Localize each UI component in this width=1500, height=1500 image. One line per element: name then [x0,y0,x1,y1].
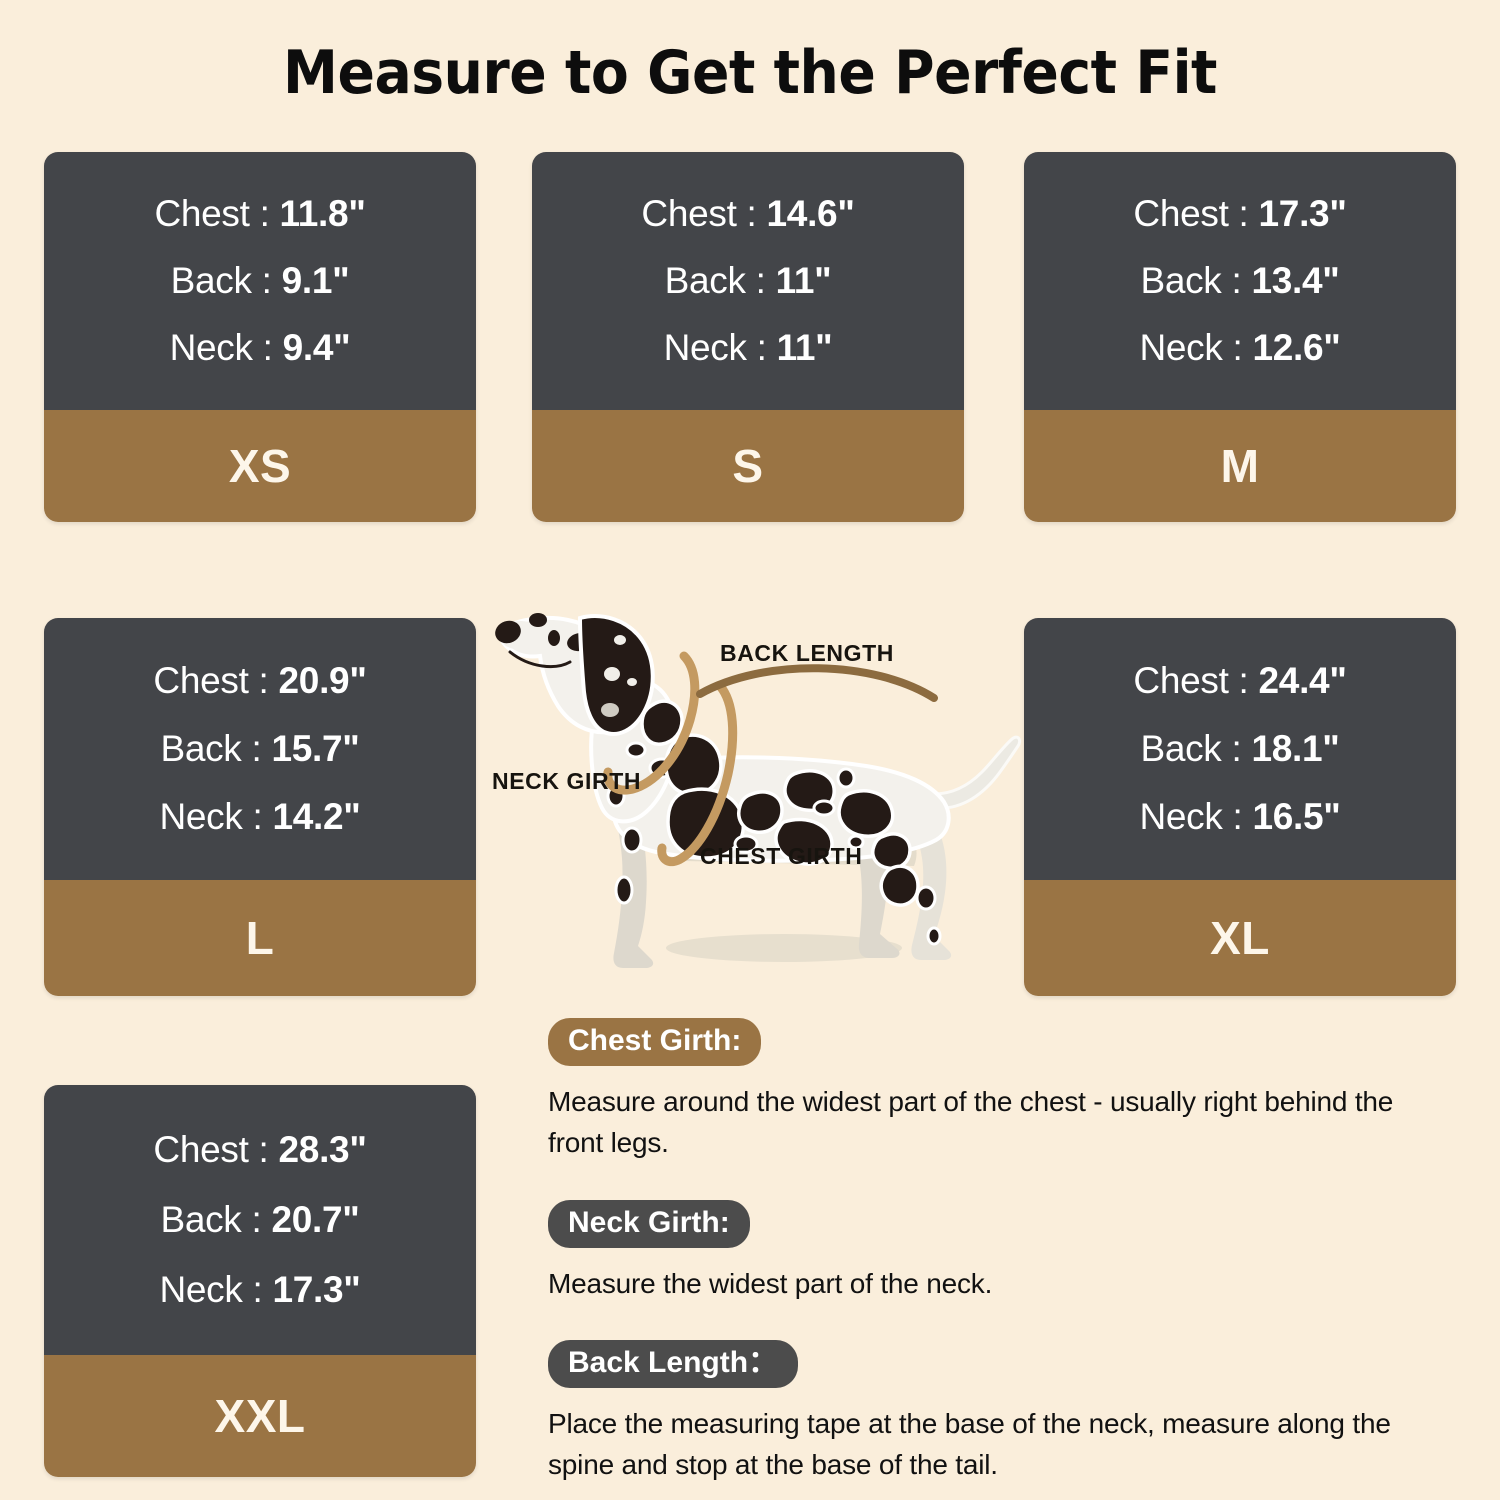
chest-value: 14.6" [766,193,855,234]
size-card-body: Chest : 20.9" Back : 15.7" Neck : 14.2" [44,618,476,880]
chest-value: 20.9" [278,660,367,701]
size-card-xl: Chest : 24.4" Back : 18.1" Neck : 16.5" … [1024,618,1456,996]
back-label: Back : [1140,260,1242,301]
chest-value: 11.8" [279,193,366,234]
size-label-xs: XS [44,410,476,522]
back-label: Back : [170,260,272,301]
size-label-xxl: XXL [44,1355,476,1477]
back-value: 9.1" [281,260,350,301]
back-row: Back : 15.7" [50,728,470,770]
chest-label: Chest : [153,660,269,701]
chest-girth-badge: Chest Girth: [548,1018,762,1066]
instruction-back-length: Back Length： Place the measuring tape at… [548,1340,1453,1486]
page-title: Measure to Get the Perfect Fit [282,38,1217,108]
back-value: 20.7" [271,1199,360,1240]
neck-row: Neck : 17.3" [50,1269,470,1311]
chest-girth-description: Measure around the widest part of the ch… [548,1086,1394,1158]
back-row: Back : 18.1" [1030,728,1450,770]
neck-value: 9.4" [282,327,351,368]
neck-row: Neck : 14.2" [50,796,470,838]
neck-value: 11" [776,327,833,368]
back-value: 13.4" [1251,260,1340,301]
chest-label: Chest : [1133,193,1249,234]
size-card-m: Chest : 17.3" Back : 13.4" Neck : 12.6" … [1024,152,1456,522]
chest-value: 24.4" [1258,660,1347,701]
back-row: Back : 20.7" [50,1199,470,1241]
size-card-body: Chest : 17.3" Back : 13.4" Neck : 12.6" [1024,152,1456,410]
size-label-m: M [1024,410,1456,522]
chest-value: 17.3" [1258,193,1347,234]
chest-row: Chest : 11.8" [50,193,470,235]
chest-girth-caption: CHEST GIRTH [700,843,863,869]
neck-label: Neck : [159,1269,263,1310]
back-label: Back : [160,728,262,769]
neck-girth-badge: Neck Girth: [548,1200,750,1248]
neck-label: Neck : [663,327,767,368]
back-value: 11" [775,260,832,301]
size-card-l: Chest : 20.9" Back : 15.7" Neck : 14.2" … [44,618,476,996]
size-label-l: L [44,880,476,996]
size-card-body: Chest : 24.4" Back : 18.1" Neck : 16.5" [1024,618,1456,880]
neck-row: Neck : 11" [538,327,958,369]
size-card-body: Chest : 11.8" Back : 9.1" Neck : 9.4" [44,152,476,410]
back-row: Back : 9.1" [50,260,470,302]
neck-value: 12.6" [1252,327,1341,368]
back-value: 15.7" [271,728,360,769]
back-row: Back : 13.4" [1030,260,1450,302]
size-card-xs: Chest : 11.8" Back : 9.1" Neck : 9.4" XS [44,152,476,522]
neck-value: 16.5" [1252,796,1341,837]
neck-row: Neck : 9.4" [50,327,470,369]
size-card-body: Chest : 28.3" Back : 20.7" Neck : 17.3" [44,1085,476,1355]
back-length-caption: BACK LENGTH [720,640,894,666]
dog-measurement-diagram [484,596,1024,1000]
neck-value: 17.3" [272,1269,361,1310]
chest-label: Chest : [154,193,270,234]
back-length-description: Place the measuring tape at the base of … [548,1408,1391,1480]
back-row: Back : 11" [538,260,958,302]
chest-row: Chest : 14.6" [538,193,958,235]
neck-label: Neck : [1139,327,1243,368]
instruction-chest-girth: Chest Girth: Measure around the widest p… [548,1018,1453,1164]
chest-row: Chest : 20.9" [50,660,470,702]
size-label-s: S [532,410,964,522]
chest-label: Chest : [153,1129,269,1170]
chest-value: 28.3" [278,1129,367,1170]
size-card-body: Chest : 14.6" Back : 11" Neck : 11" [532,152,964,410]
neck-label: Neck : [1139,796,1243,837]
instruction-neck-girth: Neck Girth: Measure the widest part of t… [548,1200,1453,1305]
neck-girth-caption: NECK GIRTH [492,768,642,794]
size-card-xxl: Chest : 28.3" Back : 20.7" Neck : 17.3" … [44,1085,476,1477]
neck-value: 14.2" [272,796,361,837]
back-label: Back : [160,1199,262,1240]
size-label-xl: XL [1024,880,1456,996]
chest-row: Chest : 28.3" [50,1129,470,1171]
neck-label: Neck : [169,327,273,368]
neck-label: Neck : [159,796,263,837]
neck-girth-description: Measure the widest part of the neck. [548,1268,993,1299]
chest-row: Chest : 17.3" [1030,193,1450,235]
chest-label: Chest : [641,193,757,234]
back-label: Back : [664,260,766,301]
back-label: Back : [1140,728,1242,769]
chest-label: Chest : [1133,660,1249,701]
back-length-badge: Back Length： [548,1340,799,1388]
chest-row: Chest : 24.4" [1030,660,1450,702]
size-card-s: Chest : 14.6" Back : 11" Neck : 11" S [532,152,964,522]
neck-row: Neck : 16.5" [1030,796,1450,838]
neck-row: Neck : 12.6" [1030,327,1450,369]
back-value: 18.1" [1251,728,1340,769]
